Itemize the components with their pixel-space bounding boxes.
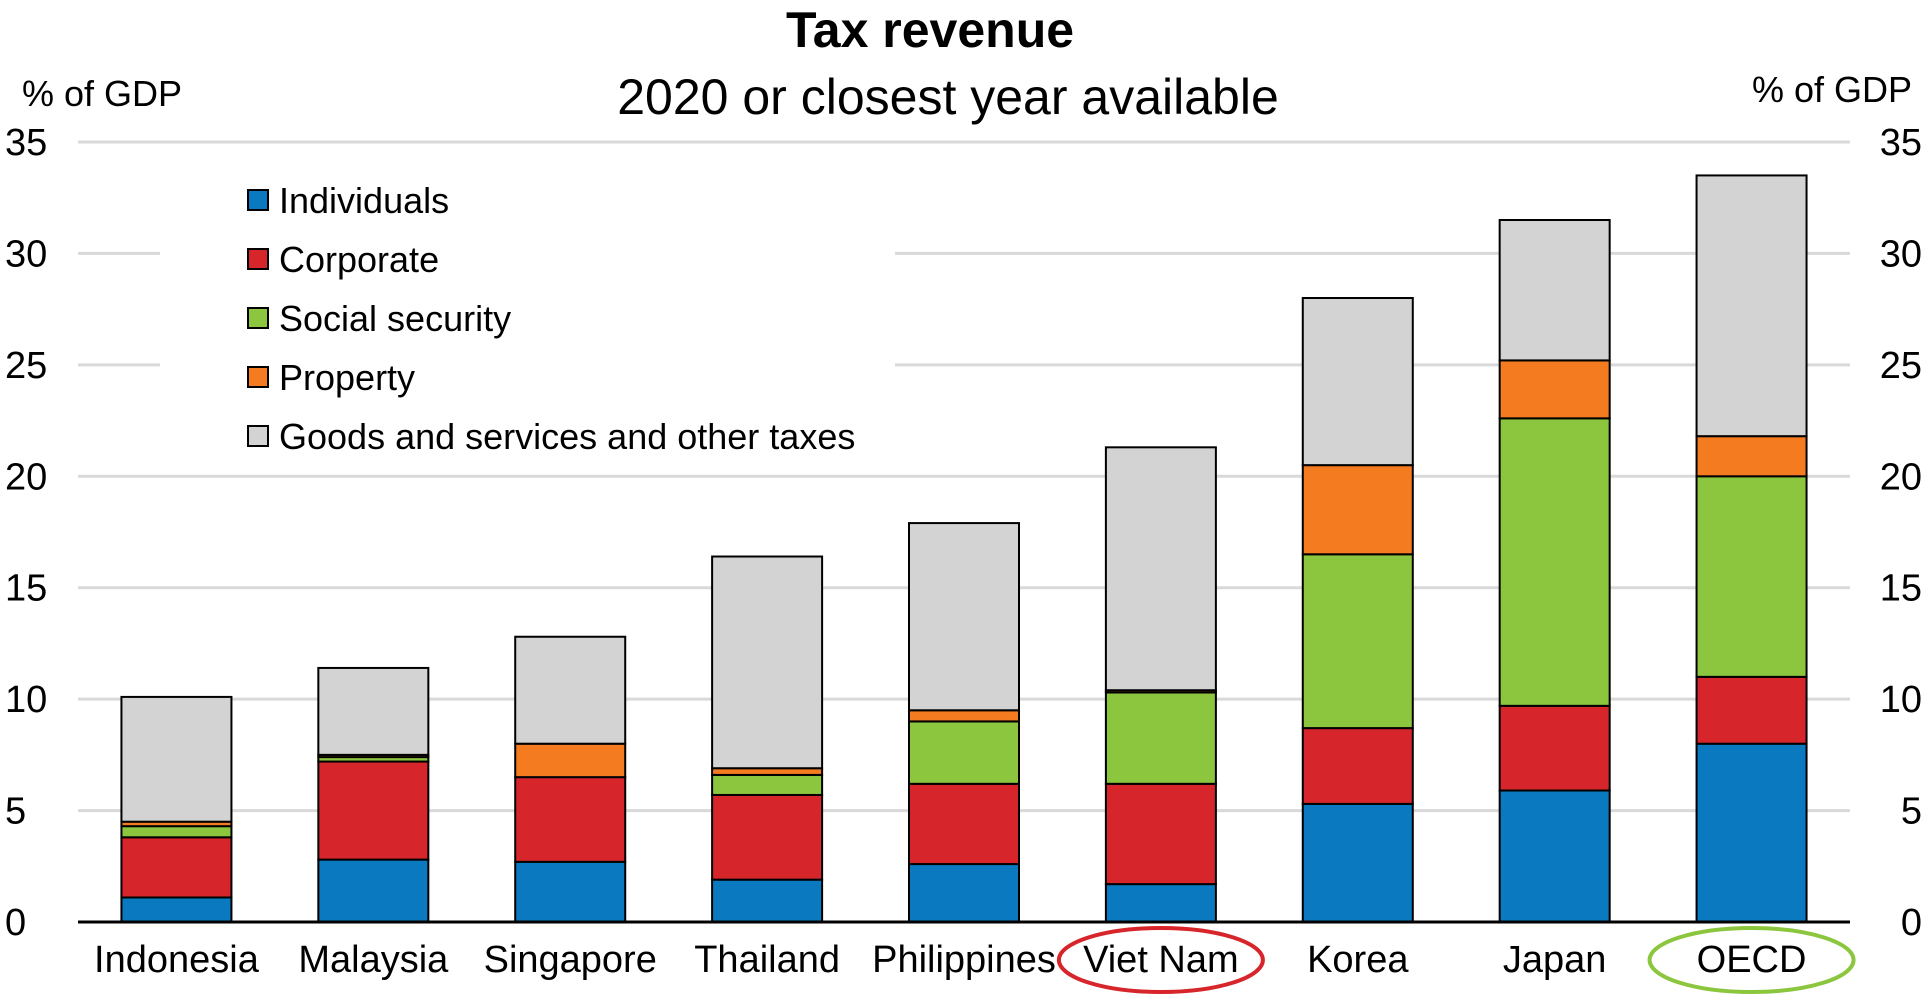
y-axis-left-unit: % of GDP [22,73,182,114]
y-axis-right-unit: % of GDP [1752,69,1912,110]
bar-stack-malaysia [317,666,430,923]
bar-segment-social-security [120,825,233,839]
y-axis-left-ticks: 0 5 10 15 20 25 30 35 [5,122,47,944]
category-highlights [1056,926,1856,994]
y-tick-label-right: 25 [1880,345,1922,387]
legend-label: Individuals [279,180,449,221]
legend-swatch [247,366,269,388]
y-tick-label-right: 20 [1880,456,1922,498]
y-tick-label-left: 20 [5,456,47,498]
bar-segment-social-security [1301,553,1414,730]
x-tick-label: Korea [1307,939,1409,981]
bar-segment-individuals [120,896,233,924]
bar-segment-property [514,742,627,779]
x-tick-label: Malaysia [298,939,449,981]
bar-stack-viet-nam [1104,446,1217,923]
bar-stack-singapore [514,635,627,923]
legend-swatch [247,307,269,329]
y-tick-label-left: 25 [5,345,47,387]
bar-stack-thailand [711,555,824,924]
y-tick-label-left: 0 [5,902,26,944]
bar-segment-social-security [1498,417,1611,707]
legend: Individuals Corporate Social security Prope… [247,180,855,457]
bar-segment-property [1498,359,1611,420]
chart-subtitle: 2020 or closest year available [617,69,1279,125]
bar-segment-property [908,709,1020,723]
y-axis-right-ticks: 0 5 10 15 20 25 30 35 [1880,122,1922,944]
bar-segment-corporate [1104,782,1217,886]
bar-segment-goods-and-services-and-other-taxes [1695,174,1808,438]
bar-segment-corporate [908,782,1020,866]
bar-segment-individuals [711,878,824,924]
legend-swatch [247,248,269,270]
y-tick-label-right: 10 [1880,679,1922,721]
y-tick-label-right: 35 [1880,122,1922,164]
x-tick-label: Thailand [694,939,840,981]
x-tick-label: Philippines [872,939,1056,981]
bar-segment-corporate [1498,704,1611,792]
bar-segment-individuals [1301,802,1414,924]
bar-segment-individuals [908,863,1020,923]
bar-segment-corporate [1301,727,1414,805]
bar-segment-individuals [514,860,627,923]
bar-segment-goods-and-services-and-other-taxes [1104,446,1217,692]
legend-swatch [247,425,269,447]
bar-segment-property [1695,435,1808,478]
bar-segment-goods-and-services-and-other-taxes [908,522,1020,712]
bar-segment-individuals [1695,742,1808,924]
x-tick-label: Viet Nam [1083,939,1239,981]
bar-segment-goods-and-services-and-other-taxes [317,666,430,756]
bar-segment-corporate [317,760,430,861]
bar-segment-corporate [514,776,627,863]
bar-segment-goods-and-services-and-other-taxes [711,555,824,770]
x-tick-label: OECD [1697,939,1807,981]
x-tick-label: Singapore [484,939,657,981]
bar-segment-corporate [120,836,233,899]
legend-label: Social security [279,298,511,339]
bar-stack-indonesia [120,695,233,924]
bar-stack-oecd [1695,174,1808,924]
bar-segment-corporate [1695,675,1808,745]
bar-segment-individuals [1104,883,1217,923]
x-axis-category-labels: Indonesia Malaysia Singapore Thailand Philip… [94,939,1806,981]
bar-segment-property [711,767,824,776]
y-tick-label-right: 5 [1901,791,1922,833]
chart-title: Tax revenue [786,2,1074,58]
y-tick-label-right: 0 [1901,902,1922,944]
bar-segment-social-security [1695,475,1808,678]
bar-stack-philippines [908,522,1020,923]
highlight-ellipse-oecd [1647,926,1856,994]
legend-swatch [247,189,269,211]
bar-segment-social-security [908,720,1020,785]
bar-stack-korea [1301,297,1414,924]
bar-segment-social-security [711,773,824,796]
bar-stack-japan [1498,219,1611,923]
y-tick-label-left: 30 [5,233,47,275]
bar-segment-goods-and-services-and-other-taxes [120,695,233,823]
bar-segment-goods-and-services-and-other-taxes [1498,219,1611,362]
bar-segment-social-security [1104,691,1217,785]
bar-segment-goods-and-services-and-other-taxes [514,635,627,745]
y-tick-label-left: 35 [5,122,47,164]
bar-segment-corporate [711,793,824,881]
bar-segment-property [1301,464,1414,556]
x-tick-label: Japan [1503,939,1607,981]
legend-label: Corporate [279,239,439,280]
bar-segment-individuals [1498,789,1611,923]
highlight-ellipse-viet-nam [1056,926,1265,994]
x-tick-label: Indonesia [94,939,260,981]
y-tick-label-right: 15 [1880,568,1922,610]
y-tick-label-left: 15 [5,568,47,610]
legend-label: Goods and services and other taxes [279,416,855,457]
y-tick-label-right: 30 [1880,233,1922,275]
legend-label: Property [279,357,415,398]
bar-segment-goods-and-services-and-other-taxes [1301,297,1414,467]
y-tick-label-left: 10 [5,679,47,721]
bar-segment-individuals [317,858,430,923]
bars [120,174,1808,924]
y-tick-label-left: 5 [5,791,26,833]
